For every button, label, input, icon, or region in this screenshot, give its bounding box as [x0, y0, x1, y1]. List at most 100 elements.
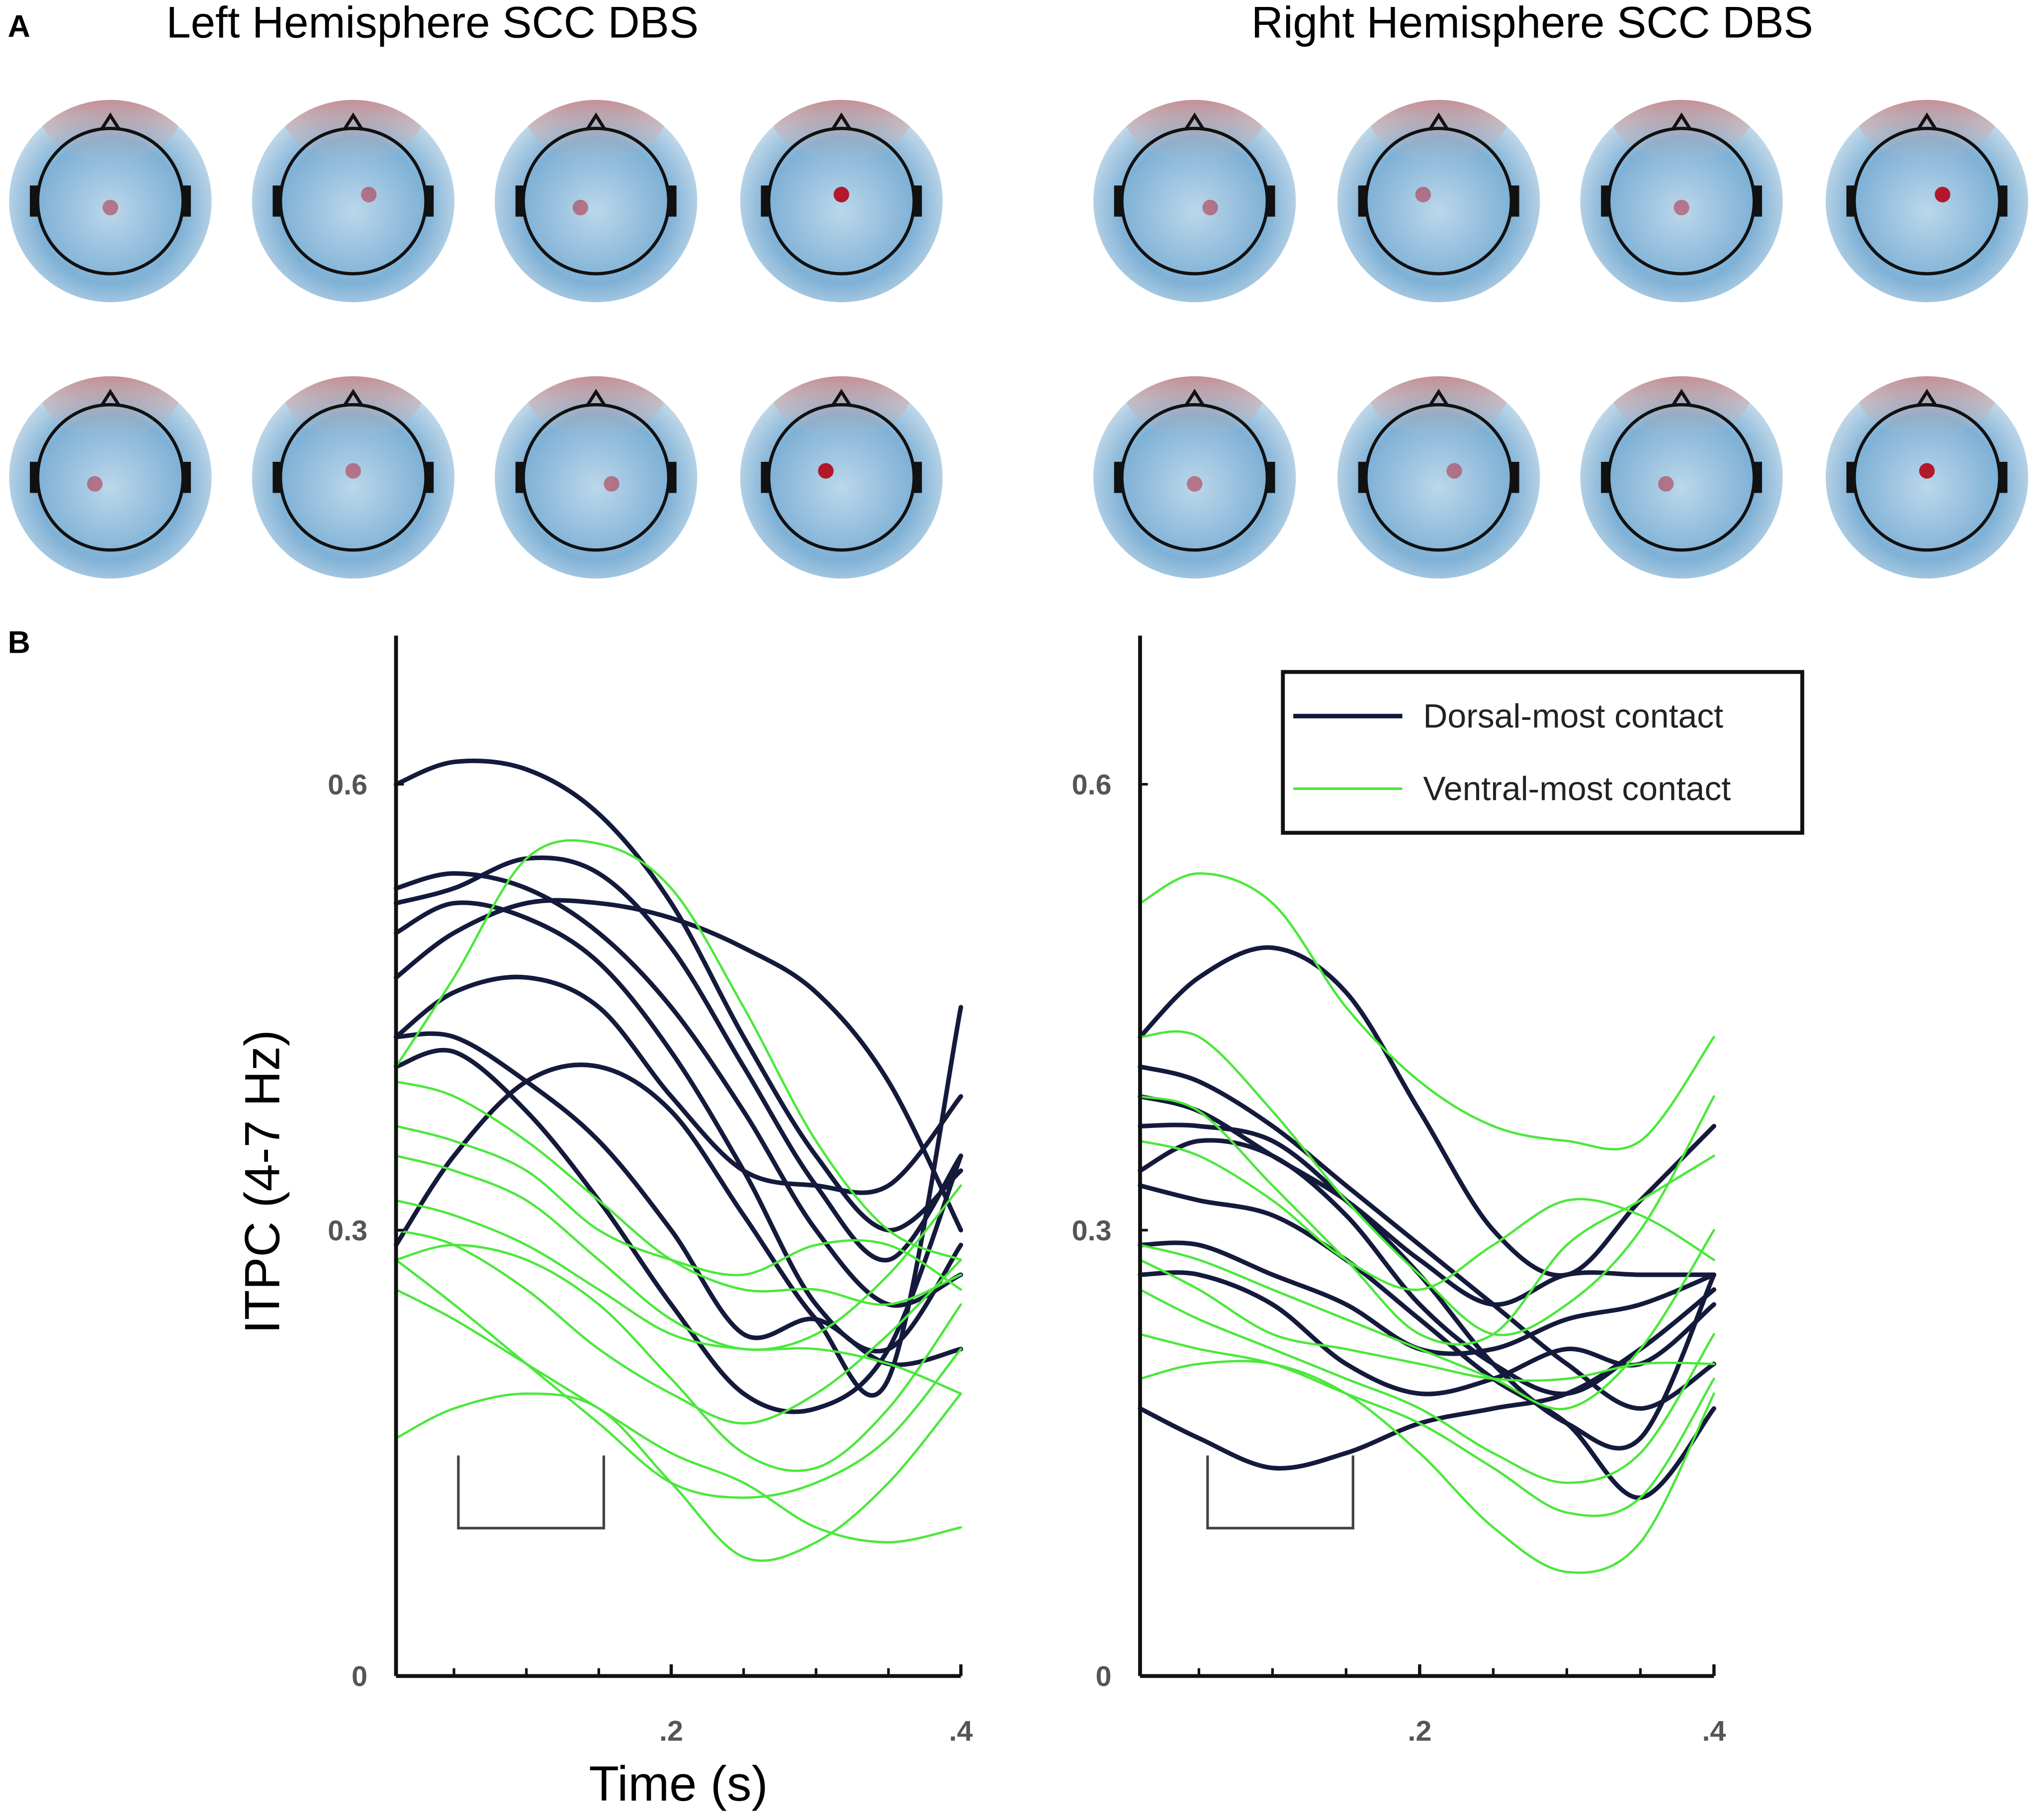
ear — [426, 461, 434, 493]
data-line — [393, 758, 964, 1233]
ear — [426, 185, 434, 217]
line-chart: 0 0.3 0.6 .2 .4 ITPC (4-7 Hz) Time (s) — [235, 635, 973, 1812]
data-line — [1139, 1095, 1715, 1346]
data-line — [1138, 1287, 1716, 1471]
y-tick-label: 0.6 — [328, 769, 367, 801]
y-tick-label: 0.3 — [1072, 1215, 1112, 1247]
data-line — [393, 1047, 964, 1414]
nose — [1428, 388, 1449, 407]
ear — [1601, 185, 1609, 217]
ear — [1846, 185, 1855, 217]
ear — [1114, 185, 1122, 217]
ear — [1511, 185, 1519, 217]
y-tick-label: 0 — [352, 1661, 367, 1693]
data-line — [393, 974, 964, 1195]
topomap-title: Right Hemisphere SCC DBS — [1251, 0, 1813, 47]
nose — [99, 112, 121, 131]
nose — [1184, 388, 1205, 407]
ear — [1511, 461, 1519, 493]
ear — [1358, 185, 1366, 217]
ear — [1846, 461, 1855, 493]
ear — [761, 185, 769, 217]
data-line — [393, 1031, 964, 1367]
topo-spot — [1658, 476, 1674, 492]
topo-spot — [345, 463, 361, 479]
data-line — [1139, 1030, 1715, 1336]
panel-label: A — [8, 9, 30, 44]
topo-spot — [1202, 199, 1218, 216]
data-line — [393, 871, 964, 1308]
legend-label: Dorsal-most contact — [1423, 698, 1723, 735]
data-line — [395, 1229, 962, 1425]
ear — [30, 185, 38, 217]
nose — [585, 112, 607, 131]
topo-spot — [572, 199, 589, 216]
ear — [183, 185, 191, 217]
nose — [1916, 112, 1938, 131]
data-line — [1139, 1229, 1715, 1410]
topo-spot — [87, 476, 103, 492]
topo-spot — [1935, 186, 1950, 203]
ear — [272, 185, 281, 217]
ear — [761, 461, 769, 493]
data-line — [393, 900, 964, 1354]
topomaps — [9, 99, 2029, 579]
line-chart: 0 0.3 0.6 .2 .4 Dorsal-most contact Ventral-mo… — [1072, 635, 1804, 1747]
data-line — [395, 1288, 962, 1544]
topo-spot — [361, 186, 377, 203]
x-axis-label: Time (s) — [589, 1756, 768, 1812]
topo-spot — [1187, 476, 1203, 492]
ear — [1601, 461, 1609, 493]
ear — [1358, 461, 1366, 493]
topo-spot — [1674, 199, 1689, 216]
nose — [343, 388, 364, 407]
ear — [30, 461, 38, 493]
data-line — [393, 1005, 964, 1398]
ear — [1999, 461, 2008, 493]
data-line — [1138, 1183, 1716, 1500]
data-line — [1138, 945, 1716, 1278]
nose — [1916, 388, 1938, 407]
topo-spot — [818, 463, 834, 479]
data-line — [1138, 1064, 1716, 1411]
ear — [668, 185, 677, 217]
topo-spot — [1446, 463, 1462, 479]
nose — [585, 388, 607, 407]
data-line — [395, 1154, 962, 1351]
x-tick-label: .4 — [1702, 1715, 1726, 1747]
ear — [1267, 461, 1275, 493]
data-line — [1139, 1139, 1715, 1291]
scale-bar — [457, 1455, 606, 1530]
data-line — [1139, 1360, 1715, 1574]
y-tick-label: 0.6 — [1072, 769, 1112, 801]
nose — [1671, 388, 1692, 407]
data-line — [1139, 1333, 1715, 1517]
data-line — [1139, 1288, 1715, 1484]
ear — [914, 461, 922, 493]
ear — [914, 185, 922, 217]
data-line — [1138, 1123, 1716, 1451]
ear — [272, 461, 281, 493]
ear — [183, 461, 191, 493]
legend-box — [1281, 670, 1804, 835]
data-line — [393, 855, 964, 1263]
topo-spot — [1415, 186, 1431, 203]
nose — [1184, 112, 1205, 131]
ear — [1999, 185, 2008, 217]
data-line — [395, 1244, 962, 1472]
nose — [831, 388, 852, 407]
data-line — [395, 839, 962, 1261]
ear — [515, 185, 524, 217]
nose — [1671, 112, 1692, 131]
panel-label: B — [8, 625, 30, 660]
data-line — [1139, 872, 1715, 1151]
x-tick-label: .2 — [1408, 1715, 1431, 1747]
y-axis-label: ITPC (4-7 Hz) — [235, 1030, 290, 1333]
topomap-title: Left Hemisphere SCC DBS — [166, 0, 699, 47]
ear — [1754, 461, 1762, 493]
x-tick-label: .2 — [659, 1715, 683, 1747]
ear — [668, 461, 677, 493]
topo-spot — [102, 199, 118, 216]
data-line — [395, 1258, 962, 1499]
